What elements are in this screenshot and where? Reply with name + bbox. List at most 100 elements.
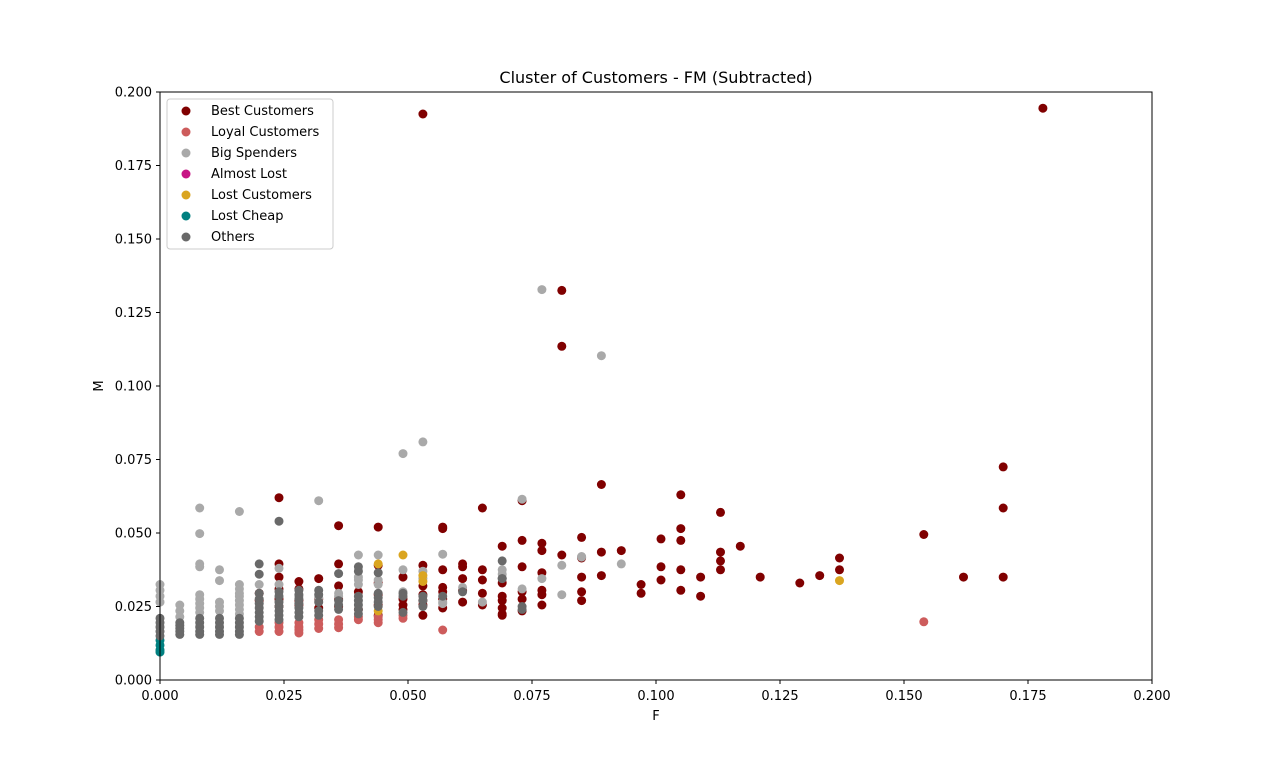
- data-points: [155, 103, 1048, 657]
- legend-marker: [181, 106, 191, 116]
- point-0-9: [477, 503, 487, 513]
- point-0-56: [815, 571, 825, 581]
- point-2-62: [537, 574, 547, 584]
- point-0-52: [577, 572, 587, 582]
- point-0-27: [596, 547, 606, 557]
- point-0-64: [636, 580, 646, 589]
- point-6-1: [254, 559, 264, 569]
- point-2-63: [557, 560, 567, 570]
- x-tick-label: 0.075: [513, 689, 550, 704]
- point-6-6: [373, 568, 383, 578]
- point-0-41: [438, 565, 448, 575]
- point-0-54: [696, 572, 706, 582]
- point-2-4: [517, 494, 527, 504]
- point-0-45: [835, 565, 844, 575]
- point-0-19: [656, 534, 666, 544]
- point-0-4: [998, 462, 1008, 472]
- point-0-31: [835, 553, 844, 563]
- legend-marker: [181, 148, 191, 158]
- legend-label: Almost Lost: [211, 167, 287, 182]
- legend-marker: [181, 169, 191, 179]
- point-6-0: [274, 516, 284, 526]
- point-4-4: [418, 577, 428, 586]
- point-1-1: [438, 625, 448, 635]
- legend-label: Others: [211, 230, 255, 245]
- point-2-58: [477, 597, 487, 607]
- point-6-74: [398, 607, 408, 617]
- point-2-61: [517, 584, 527, 594]
- point-1-0: [919, 617, 929, 627]
- point-2-1: [596, 351, 606, 361]
- point-6-54: [294, 612, 304, 622]
- legend-items: Best Customers Loyal Customers Big Spender…: [181, 104, 320, 245]
- point-6-28: [215, 629, 224, 639]
- point-0-26: [616, 546, 626, 556]
- point-0-18: [577, 532, 587, 542]
- y-axis-title: M: [92, 380, 107, 391]
- point-0-28: [716, 547, 725, 557]
- point-0-10: [998, 503, 1008, 513]
- point-2-41: [274, 563, 284, 573]
- y-tick-label: 0.125: [115, 306, 152, 321]
- point-0-44: [716, 565, 725, 575]
- point-2-6: [195, 503, 205, 513]
- legend-label: Loyal Customers: [211, 125, 320, 140]
- legend-label: Big Spenders: [211, 146, 297, 161]
- point-0-20: [517, 535, 527, 545]
- point-0-94: [497, 596, 507, 606]
- point-6-47: [274, 615, 284, 625]
- x-tick-label: 0.050: [389, 689, 426, 704]
- y-tick-label: 0.025: [115, 600, 152, 615]
- point-0-53: [656, 575, 666, 585]
- point-0-0: [1038, 103, 1048, 113]
- point-0-106: [537, 600, 547, 610]
- point-6-40: [254, 616, 264, 626]
- legend-marker: [181, 211, 191, 221]
- point-2-21: [195, 562, 205, 572]
- point-6-67: [353, 609, 363, 619]
- point-4-0: [398, 550, 408, 560]
- point-0-23: [497, 541, 507, 551]
- legend-marker: [181, 232, 191, 242]
- point-6-7: [497, 556, 507, 566]
- point-2-51: [373, 580, 383, 589]
- point-6-33: [234, 629, 244, 639]
- point-6-23: [195, 629, 205, 639]
- point-2-49: [353, 580, 363, 589]
- point-6-71: [373, 602, 383, 611]
- point-6-57: [314, 597, 324, 607]
- point-0-77: [577, 587, 587, 597]
- x-axis-ticks: 0.000 0.025 0.050 0.075 0.100 0.125 0.150 0.175…: [141, 680, 1171, 704]
- point-0-63: [795, 578, 805, 588]
- point-2-5: [314, 496, 324, 506]
- point-1-21: [373, 618, 383, 628]
- x-tick-label: 0.125: [761, 689, 798, 704]
- point-0-42: [477, 565, 487, 575]
- point-0-24: [735, 541, 745, 551]
- point-0-21: [676, 535, 686, 545]
- point-0-47: [596, 571, 606, 581]
- point-0-60: [314, 574, 324, 584]
- point-6-82: [517, 604, 527, 614]
- point-4-1: [373, 559, 383, 569]
- point-0-84: [537, 590, 547, 600]
- point-0-11: [716, 507, 725, 517]
- point-2-27: [215, 565, 224, 575]
- point-0-6: [676, 490, 686, 500]
- point-1-3: [254, 627, 264, 636]
- point-0-15: [676, 524, 686, 534]
- point-2-11: [438, 549, 448, 559]
- legend: Best Customers Loyal Customers Big Spender…: [166, 98, 334, 250]
- point-0-50: [458, 574, 468, 584]
- point-0-7: [274, 493, 284, 503]
- point-0-93: [458, 597, 468, 607]
- point-0-32: [716, 556, 725, 566]
- point-2-8: [195, 529, 205, 539]
- legend-label: Lost Cheap: [211, 209, 284, 224]
- point-6-80: [497, 574, 507, 584]
- point-6-2: [254, 569, 264, 579]
- x-tick-label: 0.150: [885, 689, 922, 704]
- point-0-3: [557, 341, 567, 351]
- legend-marker: [181, 190, 191, 200]
- point-0-55: [755, 572, 765, 582]
